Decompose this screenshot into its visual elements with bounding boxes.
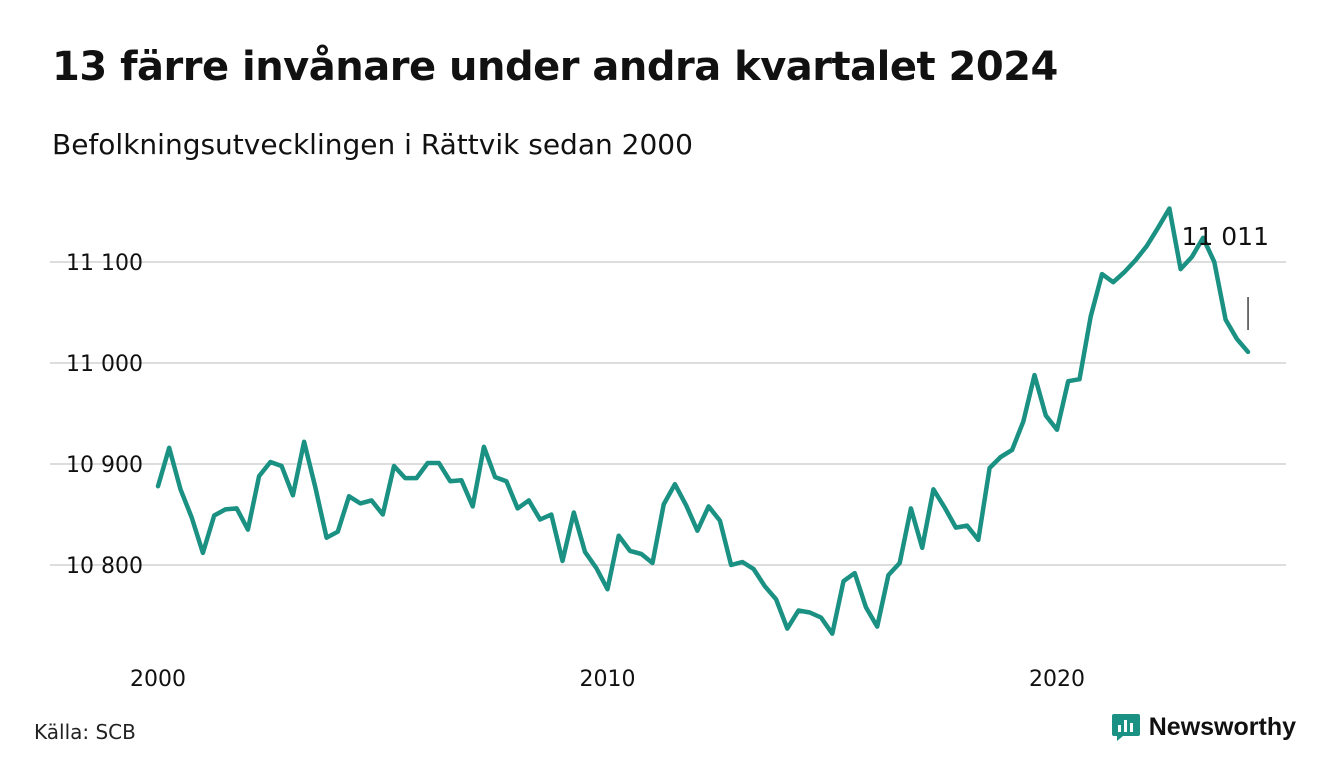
x-tick-label: 2020 — [1029, 667, 1085, 692]
annotation-label: 11 011 — [1182, 222, 1269, 251]
source-note: Källa: SCB — [34, 720, 136, 744]
brand-logo: Newsworthy — [1111, 712, 1296, 742]
series-line — [155, 206, 1251, 636]
chart-title: 13 färre invånare under andra kvartalet … — [52, 44, 1058, 90]
y-tick-label: 10 900 — [66, 453, 143, 478]
newsworthy-logo-icon — [1111, 714, 1140, 741]
y-tick-labels: 10 800 10 900 11 000 11 100 — [66, 251, 143, 579]
x-tick-label: 2000 — [130, 667, 186, 692]
line-chart: 10 800 10 900 11 000 11 100 2000 2010 2020 11… — [50, 206, 1286, 692]
x-tick-label: 2010 — [580, 667, 636, 692]
y-tick-label: 10 800 — [66, 554, 143, 579]
brand-name: Newsworthy — [1148, 712, 1296, 741]
x-tick-labels: 2000 2010 2020 — [130, 667, 1085, 692]
chart-subtitle: Befolkningsutvecklingen i Rättvik sedan … — [52, 128, 693, 161]
y-tick-label: 11 100 — [66, 251, 143, 276]
annotation-layer: 11 011 — [1182, 222, 1269, 330]
y-tick-label: 11 000 — [66, 352, 143, 377]
series-layer — [155, 206, 1251, 636]
grid-lines — [50, 261, 1286, 566]
